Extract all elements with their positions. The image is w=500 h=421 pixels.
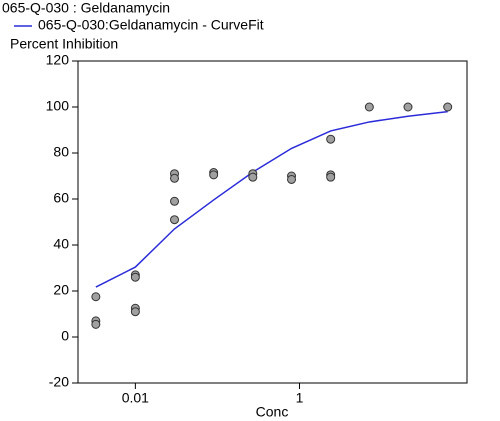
- data-point: [170, 173, 180, 183]
- data-point: [170, 215, 180, 225]
- data-point: [209, 170, 219, 180]
- data-point: [91, 319, 101, 329]
- data-point: [170, 196, 180, 206]
- y-tick-label: 60: [53, 190, 69, 206]
- x-axis-label: Conc: [256, 404, 289, 420]
- data-point: [130, 307, 140, 317]
- y-tick-label: -20: [49, 374, 69, 390]
- x-tick-label: 0.01: [122, 390, 149, 406]
- data-point: [326, 134, 336, 144]
- y-tick-label: 120: [46, 52, 70, 68]
- data-point: [130, 272, 140, 282]
- data-point: [443, 102, 453, 112]
- data-point: [403, 102, 413, 112]
- chart-title: 065-Q-030 : Geldanamycin: [2, 0, 170, 16]
- curve-fit: [95, 110, 448, 288]
- data-point: [91, 292, 101, 302]
- data-point: [364, 102, 374, 112]
- y-tick-label: 0: [61, 328, 69, 344]
- data-point: [326, 172, 336, 182]
- data-point: [248, 172, 258, 182]
- x-tick-label: 1: [296, 390, 304, 406]
- data-point: [287, 174, 297, 184]
- y-tick-label: 20: [53, 282, 69, 298]
- y-tick-label: 80: [53, 144, 69, 160]
- y-tick-label: 40: [53, 236, 69, 252]
- y-tick-label: 100: [46, 98, 70, 114]
- plot-frame: [77, 60, 468, 384]
- legend-label: 065-Q-030:Geldanamycin - CurveFit: [38, 17, 264, 33]
- y-axis-label: Percent Inhibition: [10, 36, 118, 52]
